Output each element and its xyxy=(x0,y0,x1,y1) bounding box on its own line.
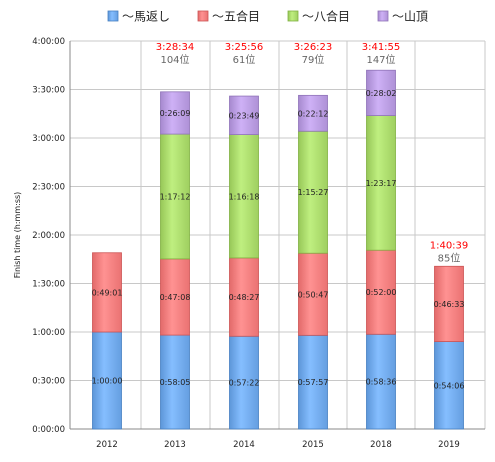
rank-label: 147位 xyxy=(366,53,395,66)
total-time-label: 3:25:56 xyxy=(225,42,264,53)
y-tick-label: 1:30:00 xyxy=(32,280,65,290)
x-tick-label: 2013 xyxy=(164,440,186,450)
segment-label: 0:47:08 xyxy=(160,293,191,302)
total-time-label: 3:41:55 xyxy=(362,42,401,53)
y-tick-label: 2:00:00 xyxy=(32,231,65,241)
total-time-label: 1:40:39 xyxy=(430,240,469,251)
segment-label: 1:16:18 xyxy=(229,192,260,201)
segment-label: 0:49:01 xyxy=(92,288,123,297)
rank-label: 79位 xyxy=(302,53,325,66)
bar-segment xyxy=(229,335,259,430)
legend-label: ～五合目 xyxy=(212,9,260,24)
y-axis-title: Finish time (h:mm:ss) xyxy=(13,192,22,279)
bar-segment xyxy=(229,257,259,337)
y-tick-label: 4:00:00 xyxy=(32,37,65,47)
bar-segment xyxy=(434,341,464,430)
y-tick-label: 2:30:00 xyxy=(32,183,65,193)
legend-item: ～山頂 xyxy=(377,10,428,24)
x-tick-label: 2018 xyxy=(370,440,392,450)
rank-label: 104位 xyxy=(160,53,189,66)
bar-segment xyxy=(160,91,190,135)
bar-segment xyxy=(229,95,259,135)
segment-label: 0:57:57 xyxy=(298,378,329,387)
total-time-label: 3:26:23 xyxy=(294,42,333,53)
segment-label: 0:46:33 xyxy=(434,300,465,309)
bar-segment xyxy=(229,134,259,259)
bar-segment xyxy=(92,252,122,333)
x-tick-label: 2019 xyxy=(438,440,460,450)
segment-label: 0:58:05 xyxy=(160,378,191,387)
bar-segment xyxy=(366,69,396,116)
x-tick-label: 2014 xyxy=(233,440,255,450)
legend-label: ～山頂 xyxy=(392,10,428,24)
segment-label: 1:23:17 xyxy=(366,179,397,188)
bar-segment xyxy=(160,334,190,430)
legend-swatch xyxy=(197,10,209,22)
bar-segment xyxy=(92,331,122,430)
legend-item: ～八合目 xyxy=(287,9,350,24)
x-tick-label: 2012 xyxy=(96,440,118,450)
segment-label: 1:17:12 xyxy=(160,192,191,201)
legend-label: ～馬返し xyxy=(122,10,170,24)
bar-segment xyxy=(298,94,328,132)
bars xyxy=(92,69,464,430)
axes: 0:00:00 0:30:00 1:00:00 1:30:00 2:00:00 2:30:… xyxy=(32,37,485,450)
y-tick-label: 0:30:00 xyxy=(32,377,65,387)
legend-item: ～五合目 xyxy=(197,9,260,24)
y-tick-label: 3:30:00 xyxy=(32,86,65,96)
legend-swatch xyxy=(287,10,299,22)
legend-label: ～八合目 xyxy=(302,9,350,24)
bar-segment xyxy=(434,265,464,342)
legend: ～馬返し ～五合目 ～八合目 ～山頂 xyxy=(107,9,428,24)
segment-label: 0:57:22 xyxy=(229,379,260,388)
segment-label: 1:15:27 xyxy=(298,188,329,197)
total-time-label: 3:28:34 xyxy=(156,42,195,53)
bar-segment xyxy=(298,130,328,254)
x-tick-label: 2015 xyxy=(302,440,324,450)
segment-label: 0:26:09 xyxy=(160,109,191,118)
y-tick-label: 1:00:00 xyxy=(32,328,65,338)
labels: 1:00:00 0:49:01 0:58:05 0:47:08 1:17:12 0:26:… xyxy=(92,42,469,390)
bar-segment xyxy=(160,133,190,260)
segment-label: 0:54:06 xyxy=(434,381,465,390)
rank-label: 85位 xyxy=(438,251,461,264)
segment-label: 0:58:36 xyxy=(366,378,397,387)
bar-segment xyxy=(160,258,190,336)
gridlines xyxy=(69,40,486,430)
bar-segment xyxy=(366,115,396,251)
legend-swatch xyxy=(107,10,119,22)
segment-label: 1:00:00 xyxy=(92,377,123,386)
segment-label: 0:52:00 xyxy=(366,288,397,297)
segment-label: 0:22:12 xyxy=(298,109,329,118)
segment-label: 0:48:27 xyxy=(229,293,260,302)
segment-label: 0:50:47 xyxy=(298,290,329,299)
rank-label: 61位 xyxy=(233,53,256,66)
y-tick-label: 0:00:00 xyxy=(32,425,65,435)
segment-label: 0:28:02 xyxy=(366,89,397,98)
legend-item: ～馬返し xyxy=(107,10,170,24)
legend-swatch xyxy=(377,10,389,22)
segment-label: 0:23:49 xyxy=(229,111,260,120)
y-tick-label: 3:00:00 xyxy=(32,134,65,144)
